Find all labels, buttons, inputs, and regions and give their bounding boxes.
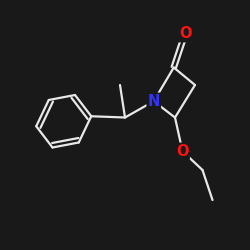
Text: N: N: [148, 94, 160, 109]
Text: O: O: [179, 26, 191, 41]
Text: O: O: [176, 144, 189, 159]
